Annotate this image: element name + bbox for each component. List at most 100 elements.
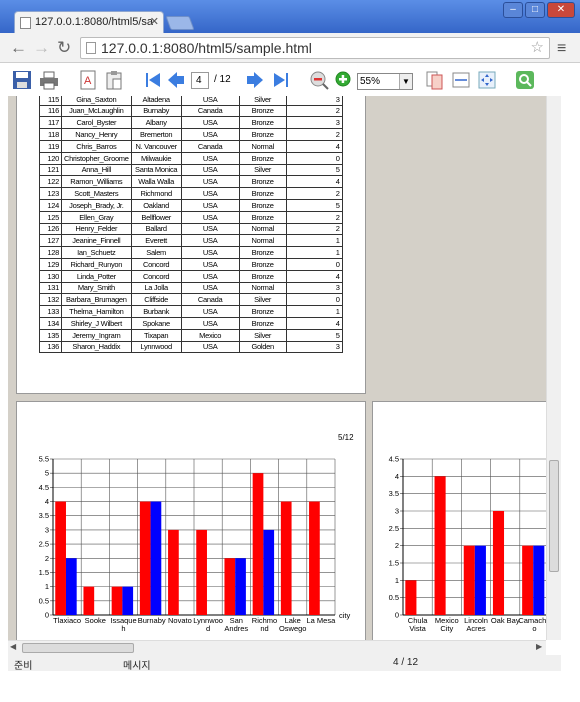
cell-city: Tixapan <box>131 329 181 341</box>
x-tick-label: d <box>206 624 210 633</box>
cell-score: 1 <box>286 247 342 259</box>
cell-row-id: 124 <box>40 199 62 211</box>
first-page-icon[interactable] <box>143 70 163 90</box>
cell-row-id: 126 <box>40 223 62 235</box>
bookmark-star-icon[interactable]: ☆ <box>531 38 544 56</box>
table-row: 125 Ellen_Gray Bellflower USA Bronze 2 <box>40 211 343 223</box>
cell-customer-name: Linda_Potter <box>62 270 132 282</box>
back-arrow-icon[interactable]: ← <box>10 38 27 58</box>
vertical-scrollbar[interactable] <box>546 96 561 640</box>
previous-page-icon[interactable] <box>166 70 186 90</box>
bar <box>140 502 151 615</box>
clipboard-icon[interactable] <box>104 70 124 90</box>
horizontal-scroll-thumb[interactable] <box>22 643 134 653</box>
document-icon <box>86 42 96 54</box>
browser-titlebar: 127.0.0.1:8080/html5/sa ✕ – □ ✕ <box>0 0 580 33</box>
bar <box>235 558 246 615</box>
report-viewport[interactable]: 114Marty_CarmonaSookeCanadaSilver3115Gin… <box>8 96 546 640</box>
cell-tier: Bronze <box>239 199 286 211</box>
cell-city: Santa Monica <box>131 164 181 176</box>
cell-score: 3 <box>286 117 342 129</box>
cell-row-id: 122 <box>40 176 62 188</box>
next-page-icon[interactable] <box>245 70 265 90</box>
cell-score: 2 <box>286 129 342 141</box>
fit-width-icon[interactable] <box>451 70 471 90</box>
cell-city: Albany <box>131 117 181 129</box>
fit-page-icon[interactable] <box>477 70 497 90</box>
cell-tier: Bronze <box>239 188 286 200</box>
forward-arrow-icon[interactable]: → <box>33 38 50 58</box>
cell-customer-name: Barbara_Brumagen <box>62 294 132 306</box>
x-tick-label: Novato <box>168 616 192 625</box>
maximize-button[interactable]: □ <box>525 2 545 18</box>
cell-country: USA <box>181 258 239 270</box>
report-page-6: 0 0.5 1 1.5 2 2.5 3 3.5 4 4.5 Chula Vista Mexico City… <box>372 401 546 640</box>
zoom-value: 55% <box>360 76 380 87</box>
y-tick-label: 1 <box>45 582 49 591</box>
cell-row-id: 119 <box>40 140 62 152</box>
cell-tier: Normal <box>239 140 286 152</box>
minimize-button[interactable]: – <box>503 2 523 18</box>
customer-table: 114Marty_CarmonaSookeCanadaSilver3115Gin… <box>39 96 343 353</box>
menu-icon[interactable]: ≡ <box>557 40 566 58</box>
text-export-icon[interactable]: A <box>78 70 98 90</box>
scroll-left-icon[interactable]: ◀ <box>10 642 16 651</box>
horizontal-scrollbar[interactable]: ◀ ▶ <box>8 640 546 655</box>
table-row: 136 Sharon_Haddix Lynnwood USA Golden 3 <box>40 341 343 353</box>
x-axis-title: city <box>339 611 351 620</box>
cell-tier: Bronze <box>239 247 286 259</box>
close-tab-icon[interactable]: ✕ <box>150 15 159 28</box>
chevron-down-icon[interactable]: ▼ <box>399 74 412 89</box>
x-tick-label: Oswego <box>279 624 307 633</box>
zoom-in-icon[interactable] <box>334 70 354 90</box>
cell-country: USA <box>181 306 239 318</box>
new-tab-button[interactable] <box>165 16 194 30</box>
cell-customer-name: Nancy_Henry <box>62 129 132 141</box>
print-icon[interactable] <box>39 70 59 90</box>
cell-row-id: 132 <box>40 294 62 306</box>
browser-tab[interactable]: 127.0.0.1:8080/html5/sa ✕ <box>14 11 164 33</box>
table-row: 122 Ramon_Williams Walla Walla USA Bronze 4 <box>40 176 343 188</box>
table-row: 133 Thelma_Hamilton Burbank USA Bronze 1 <box>40 306 343 318</box>
cell-city: Burbank <box>131 306 181 318</box>
vertical-scroll-thumb[interactable] <box>549 460 559 572</box>
cell-row-id: 123 <box>40 188 62 200</box>
table-row: 118 Nancy_Henry Bremerton USA Bronze 2 <box>40 129 343 141</box>
cell-customer-name: Carol_Byster <box>62 117 132 129</box>
cell-city: N. Vancouver <box>131 140 181 152</box>
table-row: 117 Carol_Byster Albany USA Bronze 3 <box>40 117 343 129</box>
cell-score: 1 <box>286 235 342 247</box>
scroll-right-icon[interactable]: ▶ <box>536 642 542 651</box>
search-icon[interactable] <box>515 70 535 90</box>
address-bar[interactable]: 127.0.0.1:8080/html5/sample.html ☆ <box>80 37 550 59</box>
zoom-select[interactable]: 55% ▼ <box>357 73 413 90</box>
cell-row-id: 131 <box>40 282 62 294</box>
y-tick-label: 0 <box>45 611 49 620</box>
save-icon[interactable] <box>12 70 32 90</box>
cell-tier: Bronze <box>239 270 286 282</box>
page-number-input[interactable]: 4 <box>191 72 209 89</box>
cell-city: Burnaby <box>131 105 181 117</box>
table-row: 116 Juan_McLaughlin Burnaby Canada Bronze 2 <box>40 105 343 117</box>
cell-city: Oakland <box>131 199 181 211</box>
cell-country: USA <box>181 117 239 129</box>
cell-tier: Bronze <box>239 211 286 223</box>
cell-row-id: 118 <box>40 129 62 141</box>
cell-customer-name: Henry_Felder <box>62 223 132 235</box>
close-window-button[interactable]: ✕ <box>547 2 575 18</box>
reload-icon[interactable]: ↻ <box>57 38 71 58</box>
cell-tier: Bronze <box>239 152 286 164</box>
table-row: 123 Scott_Masters Richmond USA Bronze 2 <box>40 188 343 200</box>
table-row: 134 Shirley_J Wilbert Spokane USA Bronze 4 <box>40 317 343 329</box>
single-page-view-icon[interactable] <box>425 70 445 90</box>
bar <box>475 546 486 615</box>
last-page-icon[interactable] <box>271 70 291 90</box>
cell-score: 4 <box>286 140 342 152</box>
status-page: 4 / 12 <box>393 657 418 668</box>
cell-city: Ballard <box>131 223 181 235</box>
cell-tier: Bronze <box>239 317 286 329</box>
cell-country: USA <box>181 211 239 223</box>
zoom-out-icon[interactable] <box>309 70 329 90</box>
cell-customer-name: Joseph_Brady, Jr. <box>62 199 132 211</box>
table-row: 131 Mary_Smith La Jolla USA Normal 3 <box>40 282 343 294</box>
